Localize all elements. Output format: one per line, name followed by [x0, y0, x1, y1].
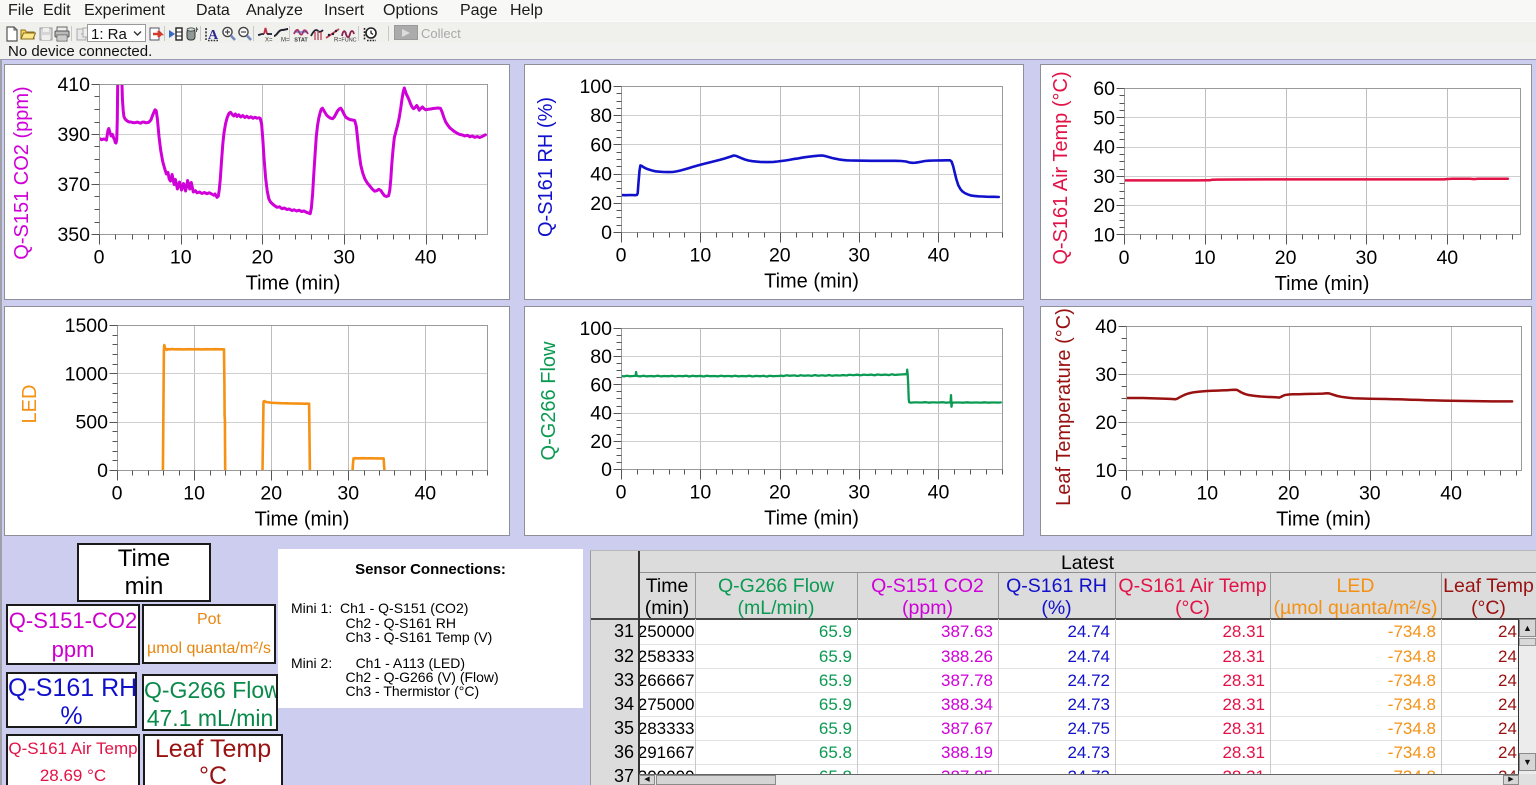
svg-text:20: 20 [1278, 483, 1300, 505]
svg-text:10: 10 [690, 245, 712, 267]
svg-text:10: 10 [1196, 483, 1218, 505]
svg-text:500: 500 [75, 412, 108, 434]
svg-text:100: 100 [579, 76, 612, 98]
svg-text:80: 80 [590, 105, 612, 127]
svg-text:20: 20 [769, 482, 791, 504]
svg-text:20: 20 [1093, 195, 1115, 217]
svg-text:Time (min): Time (min) [246, 273, 341, 295]
svg-text:10: 10 [1093, 225, 1115, 247]
svg-text:40: 40 [928, 245, 950, 267]
svg-text:60: 60 [590, 134, 612, 156]
svg-text:30: 30 [848, 245, 870, 267]
svg-text:Time (min): Time (min) [764, 271, 859, 293]
svg-text:390: 390 [57, 124, 90, 146]
svg-text:10: 10 [1095, 460, 1117, 482]
svg-text:20: 20 [769, 245, 791, 267]
svg-text:LED: LED [19, 385, 41, 424]
svg-text:20: 20 [260, 483, 282, 505]
svg-text:1500: 1500 [65, 315, 109, 337]
svg-text:Q-S161 Air Temp (°C): Q-S161 Air Temp (°C) [1050, 71, 1072, 264]
svg-text:40: 40 [414, 483, 436, 505]
svg-text:50: 50 [1093, 107, 1115, 129]
svg-text:20: 20 [590, 431, 612, 453]
svg-text:30: 30 [1095, 364, 1117, 386]
svg-text:Time (min): Time (min) [255, 509, 350, 531]
svg-text:40: 40 [1436, 247, 1458, 269]
svg-text:0: 0 [1121, 483, 1132, 505]
svg-text:0: 0 [112, 483, 123, 505]
svg-text:30: 30 [333, 247, 355, 269]
svg-text:Time (min): Time (min) [1275, 273, 1370, 295]
svg-text:20: 20 [1095, 412, 1117, 434]
svg-text:40: 40 [590, 403, 612, 425]
svg-text:10: 10 [183, 483, 205, 505]
svg-text:M=: M= [281, 38, 289, 43]
svg-text:30: 30 [1356, 247, 1378, 269]
svg-text:40: 40 [1095, 316, 1117, 338]
svg-text:Time (min): Time (min) [1276, 509, 1371, 531]
svg-text:0: 0 [601, 459, 612, 481]
svg-text:40: 40 [415, 247, 437, 269]
svg-text:60: 60 [1093, 78, 1115, 100]
svg-text:Q-S161 RH (%): Q-S161 RH (%) [535, 97, 557, 237]
svg-text:A: A [208, 28, 219, 42]
svg-text:0: 0 [616, 482, 627, 504]
svg-text:20: 20 [590, 193, 612, 215]
svg-text:0: 0 [601, 222, 612, 244]
svg-text:40: 40 [1093, 137, 1115, 159]
svg-text:30: 30 [848, 482, 870, 504]
svg-text:80: 80 [590, 346, 612, 368]
svg-text:10: 10 [1194, 247, 1216, 269]
svg-text:350: 350 [57, 224, 90, 246]
svg-text:Q-G266 Flow: Q-G266 Flow [538, 341, 560, 460]
svg-text:R=: R= [334, 38, 341, 43]
svg-text:20: 20 [1275, 247, 1297, 269]
svg-text:30: 30 [337, 483, 359, 505]
svg-text:0: 0 [97, 460, 108, 482]
svg-text:60: 60 [590, 374, 612, 396]
svg-text:0: 0 [1119, 247, 1130, 269]
svg-text:0: 0 [94, 247, 105, 269]
svg-text:STAT: STAT [294, 38, 308, 43]
svg-text:1000: 1000 [65, 363, 109, 385]
svg-text:370: 370 [57, 174, 90, 196]
svg-text:Leaf Temperature (°C): Leaf Temperature (°C) [1053, 308, 1075, 506]
svg-text:20: 20 [252, 247, 274, 269]
svg-text:40: 40 [928, 482, 950, 504]
svg-text:Time (min): Time (min) [764, 508, 859, 530]
svg-text:10: 10 [170, 247, 192, 269]
svg-text:30: 30 [1359, 483, 1381, 505]
svg-text:100: 100 [579, 318, 612, 340]
svg-text:X=: X= [265, 38, 273, 43]
svg-text:0: 0 [616, 245, 627, 267]
svg-text:40: 40 [590, 164, 612, 186]
svg-text:FUNC: FUNC [341, 38, 356, 43]
svg-text:40: 40 [1440, 483, 1462, 505]
svg-text:410: 410 [57, 74, 90, 96]
svg-text:Q-S151 CO2 (ppm): Q-S151 CO2 (ppm) [11, 86, 33, 259]
svg-text:10: 10 [690, 482, 712, 504]
svg-text:30: 30 [1093, 166, 1115, 188]
